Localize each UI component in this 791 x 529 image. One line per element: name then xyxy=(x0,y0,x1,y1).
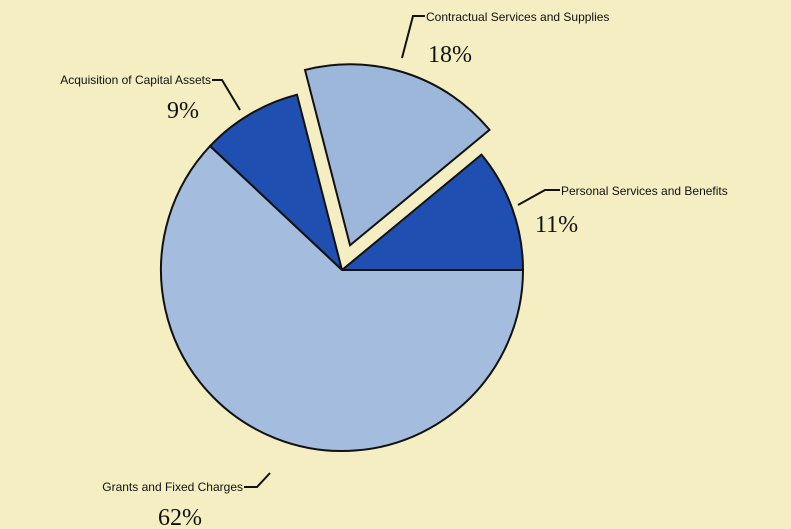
pie-slice-grants-and-fixed-charges xyxy=(160,144,525,452)
slice-label-acquisition-of-capital-assets: Acquisition of Capital Assets xyxy=(60,73,211,87)
slice-value-acquisition-of-capital-assets: 9% xyxy=(167,98,199,124)
slice-value-contractual-services-and-supplies: 18% xyxy=(428,42,472,68)
slice-label-contractual-services-and-supplies: Contractual Services and Supplies xyxy=(426,10,609,24)
slice-value-grants-and-fixed-charges: 62% xyxy=(158,505,202,529)
pie-slice-personal-services-and-benefits xyxy=(339,153,525,271)
slice-label-grants-and-fixed-charges: Grants and Fixed Charges xyxy=(102,480,243,494)
pie-slice-contractual-services-and-supplies xyxy=(303,63,491,248)
slice-value-personal-services-and-benefits: 11% xyxy=(535,212,578,238)
pie-slice-acquisition-of-capital-assets xyxy=(208,93,344,274)
leader-line-acquisition-of-capital-assets xyxy=(212,79,241,111)
leader-line-grants-and-fixed-charges xyxy=(244,472,271,488)
leader-line-personal-services-and-benefits xyxy=(517,189,560,206)
slice-label-personal-services-and-benefits: Personal Services and Benefits xyxy=(561,184,728,198)
leader-line-contractual-services-and-supplies xyxy=(401,15,425,59)
